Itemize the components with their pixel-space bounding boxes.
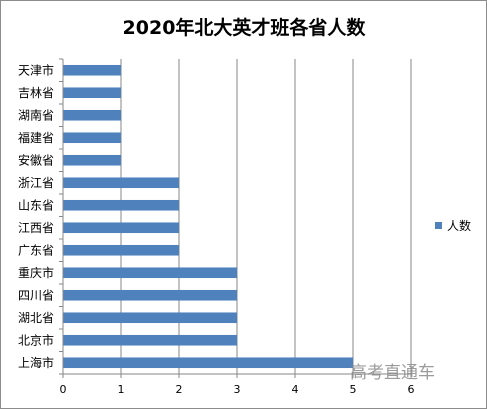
x-tick-label-3: 3 [234,383,241,396]
bar-湖北省 [63,312,237,324]
bar-天津市 [63,64,121,76]
legend-swatch [435,222,442,229]
bar-江西省 [63,222,179,234]
category-label-山东省: 山东省 [18,198,54,212]
bar-重庆市 [63,267,237,279]
category-label-吉林省: 吉林省 [18,86,54,100]
category-label-江西省: 江西省 [18,221,54,235]
legend-label: 人数 [447,218,471,233]
category-label-天津市: 天津市 [18,62,54,77]
x-tick-label-0: 0 [60,383,67,396]
x-tick-label-1: 1 [118,383,125,396]
bar-山东省 [63,199,179,211]
category-label-重庆市: 重庆市 [18,265,54,280]
category-label-湖北省: 湖北省 [18,310,54,325]
category-label-广东省: 广东省 [18,243,54,257]
legend: 人数 [435,218,471,233]
chart-title: 2020年北大英才班各省人数 [123,16,367,39]
x-tick-label-2: 2 [176,383,183,396]
bar-福建省 [63,132,121,144]
bar-安徽省 [63,154,121,166]
category-label-湖南省: 湖南省 [18,107,54,122]
grid-lines [120,59,412,374]
category-labels: 上海市 北京市 湖北省 四川省 重庆市 广东省 江西省 山东省 浙江省 安徽省 福建省 湖南省 吉林省 天… [18,62,54,370]
bar-浙江省 [63,177,179,189]
category-label-安徽省: 安徽省 [18,152,54,167]
category-label-北京市: 北京市 [18,332,54,347]
bar-北京市 [63,334,237,346]
category-label-福建省: 福建省 [18,130,54,145]
x-tick-label-4: 4 [292,383,299,396]
x-tick-label-5: 5 [350,383,357,396]
category-label-浙江省: 浙江省 [18,176,54,190]
watermark: 高考直通车 [350,363,435,383]
axes [59,58,412,378]
bar-吉林省 [63,87,121,99]
category-label-上海市: 上海市 [18,355,54,370]
category-label-四川省: 四川省 [18,288,54,302]
x-tick-label-6: 6 [408,383,415,396]
bar-四川省 [63,289,237,301]
bar-湖南省 [63,109,121,121]
bars [63,64,353,369]
bar-上海市 [63,357,353,369]
bar-广东省 [63,244,179,256]
x-tick-labels: 0 1 2 3 4 5 6 [60,383,415,396]
